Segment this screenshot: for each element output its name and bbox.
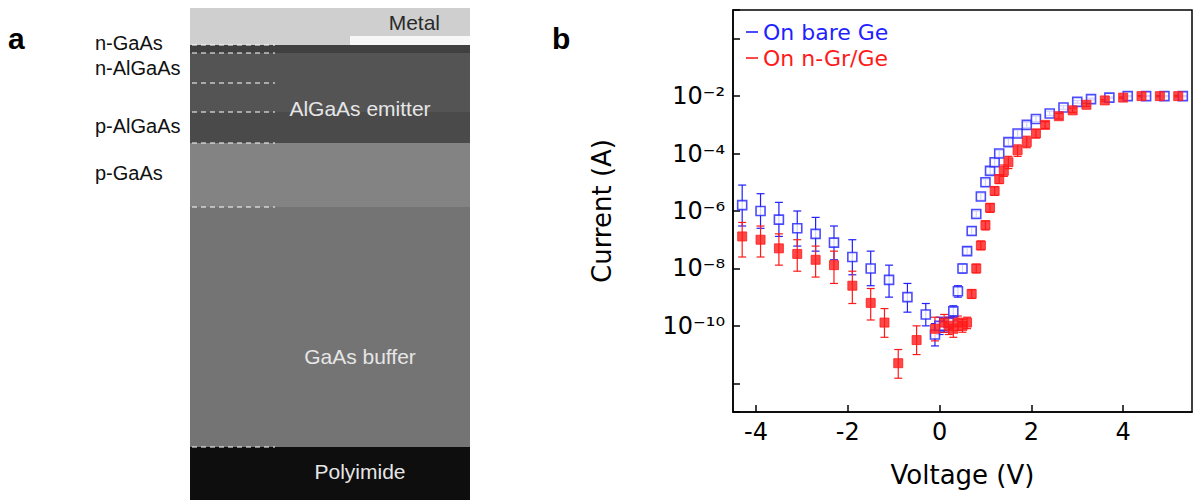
html-text:b: b <box>552 22 571 55</box>
svg-text:p-GaAs: p-GaAs <box>95 162 163 184</box>
svg-text:Polyimide: Polyimide <box>314 460 405 483</box>
svg-text:0: 0 <box>932 418 947 446</box>
svg-text:Current (A): Current (A) <box>587 139 617 283</box>
svg-text:4: 4 <box>1116 418 1131 446</box>
svg-text:2: 2 <box>1024 418 1039 446</box>
svg-text:10⁻⁴: 10⁻⁴ <box>672 140 725 168</box>
svg-text:Metal: Metal <box>389 11 440 34</box>
svg-text:n-AlGaAs: n-AlGaAs <box>95 57 181 79</box>
svg-text:Voltage (V): Voltage (V) <box>891 460 1035 490</box>
svg-text:-4: -4 <box>744 418 768 446</box>
svg-text:On n-Gr/Ge: On n-Gr/Ge <box>763 46 888 71</box>
svg-text:On bare Ge: On bare Ge <box>763 20 888 45</box>
svg-text:AlGaAs emitter: AlGaAs emitter <box>289 97 430 120</box>
svg-text:10⁻²: 10⁻² <box>672 82 725 110</box>
svg-text:GaAs buffer: GaAs buffer <box>304 345 416 368</box>
svg-text:p-AlGaAs: p-AlGaAs <box>95 115 181 137</box>
svg-text:10⁻¹⁰: 10⁻¹⁰ <box>663 312 725 340</box>
svg-text:n-GaAs: n-GaAs <box>95 32 163 54</box>
svg-text:10⁻⁶: 10⁻⁶ <box>672 197 725 225</box>
svg-text:10⁻⁸: 10⁻⁸ <box>672 254 725 282</box>
svg-text:-2: -2 <box>836 418 860 446</box>
html-text:a: a <box>8 22 25 55</box>
